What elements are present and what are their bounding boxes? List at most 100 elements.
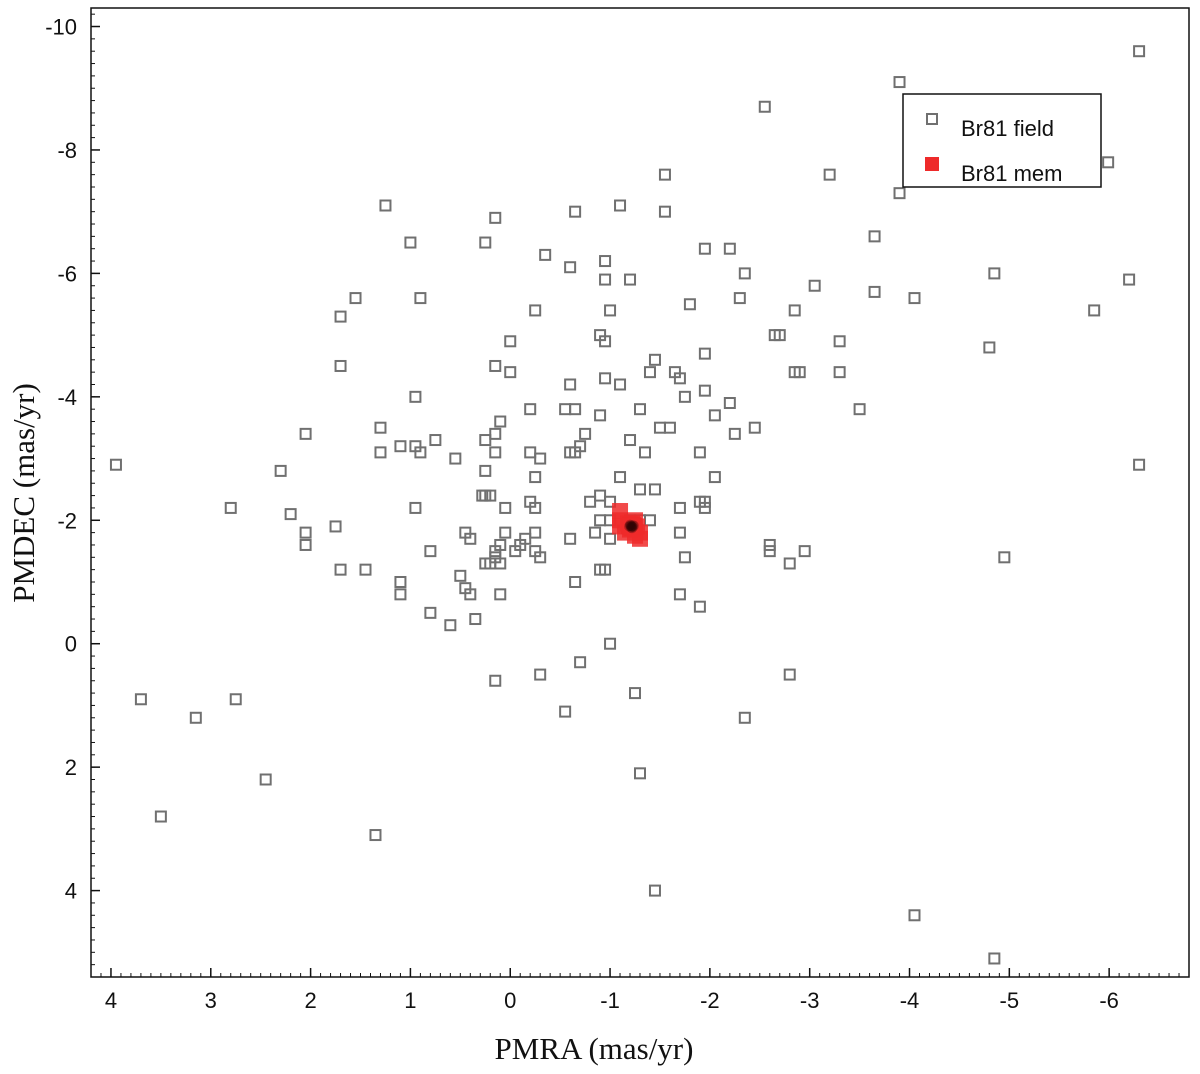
field-point <box>329 520 342 533</box>
field-point <box>379 199 392 212</box>
field-point <box>579 427 592 440</box>
field-point <box>599 372 612 385</box>
field-point <box>564 261 577 274</box>
field-point <box>494 588 507 601</box>
field-point <box>788 304 801 317</box>
field-point <box>584 495 597 508</box>
field-point <box>643 366 656 379</box>
field-point <box>109 458 122 471</box>
field-point <box>334 563 347 576</box>
field-point <box>614 199 627 212</box>
y-tick-label: 2 <box>65 755 77 780</box>
field-point <box>334 359 347 372</box>
field-point <box>683 298 696 311</box>
field-point <box>189 711 202 724</box>
field-point <box>484 489 497 502</box>
field-point <box>274 464 287 477</box>
field-point <box>464 588 477 601</box>
field-point <box>599 255 612 268</box>
field-point <box>723 397 736 410</box>
field-point <box>464 532 477 545</box>
field-point <box>299 538 312 551</box>
field-point <box>1102 156 1115 169</box>
field-point <box>489 211 502 224</box>
y-tick-label: -8 <box>57 138 77 163</box>
field-point <box>634 767 646 780</box>
field-point <box>499 501 512 514</box>
y-tick-label: 0 <box>65 632 77 657</box>
field-point <box>763 538 776 551</box>
field-point <box>708 409 721 422</box>
field-point <box>808 279 821 292</box>
field-point <box>479 464 492 477</box>
field-point <box>823 168 836 181</box>
field-point <box>698 347 711 360</box>
member-point-core <box>625 519 636 530</box>
field-point <box>1133 458 1146 471</box>
field-point <box>988 267 1001 280</box>
field-point <box>663 421 676 434</box>
field-point <box>614 378 627 391</box>
member-point <box>623 518 640 535</box>
x-tick-labels: 4 3 2 1 0 -1 -2 -3 -4 -5 -6 <box>105 988 1119 1013</box>
x-tick-label: -4 <box>900 988 920 1013</box>
field-point <box>634 483 646 496</box>
field-point <box>678 390 691 403</box>
field-point <box>504 366 517 379</box>
field-point <box>564 378 577 391</box>
field-point <box>529 304 542 317</box>
member-point-core <box>628 522 639 533</box>
field-point <box>589 526 602 539</box>
member-point-core <box>626 522 637 533</box>
field-point <box>599 273 612 286</box>
member-point-core <box>627 521 638 532</box>
field-point <box>693 446 706 459</box>
field-point <box>988 952 1001 965</box>
field-point <box>489 427 502 440</box>
field-point <box>728 427 741 440</box>
field-point <box>539 248 552 261</box>
field-point <box>229 693 242 706</box>
x-tick-label: 2 <box>304 988 316 1013</box>
field-point <box>224 501 237 514</box>
field-point <box>604 637 617 650</box>
field-point <box>673 526 686 539</box>
field-point <box>374 446 387 459</box>
field-point <box>1088 304 1101 317</box>
field-point <box>489 359 502 372</box>
x-tick-label: 0 <box>504 988 516 1013</box>
field-series <box>109 45 1146 965</box>
field-point <box>853 403 866 416</box>
field-point <box>404 236 417 249</box>
field-point <box>983 341 996 354</box>
field-point <box>529 526 542 539</box>
field-point <box>534 551 547 564</box>
field-point <box>359 563 372 576</box>
field-point <box>574 656 587 669</box>
x-tick-label: -6 <box>1099 988 1119 1013</box>
field-point <box>489 446 502 459</box>
field-point <box>1123 273 1136 286</box>
member-series <box>612 503 648 547</box>
legend-mem-label: Br81 mem <box>961 161 1062 186</box>
field-point <box>783 668 796 681</box>
field-point <box>648 353 661 366</box>
legend-box <box>902 93 1102 188</box>
field-point <box>693 600 706 613</box>
member-point-core <box>627 523 638 534</box>
field-point <box>998 551 1011 564</box>
field-point <box>524 446 537 459</box>
field-point <box>494 415 507 428</box>
field-point <box>833 366 846 379</box>
field-point <box>154 810 167 823</box>
x-tick-label: 1 <box>404 988 416 1013</box>
field-point <box>479 557 492 570</box>
field-point <box>833 335 846 348</box>
field-point <box>604 304 617 317</box>
field-point <box>534 452 547 465</box>
field-point <box>569 403 582 416</box>
field-point <box>673 372 686 385</box>
field-point <box>504 335 517 348</box>
field-point <box>738 711 751 724</box>
